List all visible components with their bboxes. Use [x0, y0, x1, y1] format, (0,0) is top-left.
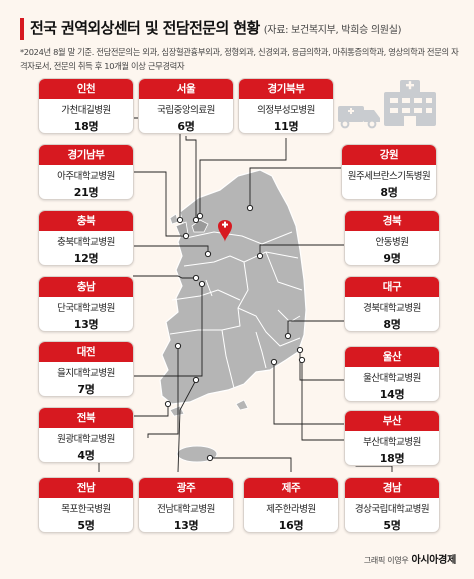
specialist-count: 18명 — [379, 452, 405, 465]
hospital-name: 원주세브란스기독병원 — [347, 171, 431, 182]
card-gyeongnam: 경남 경상국립대학교병원 5명 — [344, 477, 440, 533]
card-gangwon: 강원 원주세브란스기독병원 8명 — [341, 144, 437, 200]
hospital-name: 의정부성모병원 — [257, 105, 315, 116]
card-jeonnam: 전남 목포한국병원 5명 — [38, 477, 134, 533]
specialist-count: 5명 — [383, 519, 401, 532]
hospital-name: 목포한국병원 — [61, 504, 111, 515]
credit-text: 그래픽 이영우 — [363, 556, 409, 565]
brand-logo: 아시아경제 — [411, 555, 456, 566]
region-label: 울산 — [345, 347, 439, 367]
hospital-name: 경북대학교병원 — [363, 303, 421, 314]
region-label: 전남 — [39, 478, 133, 498]
specialist-count: 8명 — [383, 318, 401, 331]
hospital-name: 원광대학교병원 — [57, 434, 115, 445]
card-gyeonggi-south: 경기남부 아주대학교병원 21명 — [38, 144, 134, 200]
specialist-count: 9명 — [383, 252, 401, 265]
hospital-name: 경상국립대학교병원 — [354, 504, 430, 515]
region-label: 경남 — [345, 478, 439, 498]
footnote: *2024년 8월 말 기준. 전담전문의는 외과, 심장혈관흉부외과, 정형외… — [20, 47, 459, 71]
specialist-count: 21명 — [73, 186, 99, 199]
hospital-name: 을지대학교병원 — [57, 368, 115, 379]
source-text: (자료: 보건복지부, 박희승 의원실) — [263, 25, 402, 36]
hospital-name: 제주한라병원 — [266, 504, 316, 515]
specialist-count: 6명 — [177, 120, 195, 133]
region-label: 대구 — [345, 277, 439, 297]
specialist-count: 18명 — [73, 120, 99, 133]
hospital-building-icon — [384, 80, 436, 126]
hospital-marker-icon — [218, 220, 232, 242]
specialist-count: 16명 — [278, 519, 304, 532]
hospital-name: 전남대학교병원 — [157, 504, 215, 515]
hospital-name: 국립중앙의료원 — [157, 105, 215, 116]
region-label: 대전 — [39, 342, 133, 362]
region-label: 충북 — [39, 211, 133, 231]
title-accent-bar — [20, 18, 24, 40]
specialist-count: 5명 — [77, 519, 95, 532]
region-label: 인천 — [39, 79, 133, 99]
hospital-name: 가천대길병원 — [61, 105, 111, 116]
graphic-credit: 그래픽 이영우 아시아경제 — [364, 551, 456, 566]
card-daejeon: 대전 을지대학교병원 7명 — [38, 341, 134, 397]
hospital-name: 부산대학교병원 — [363, 437, 421, 448]
region-label: 부산 — [345, 411, 439, 431]
region-label: 충남 — [39, 277, 133, 297]
hospital-name: 안동병원 — [375, 237, 409, 248]
region-label: 제주 — [244, 478, 338, 498]
specialist-count: 13명 — [73, 318, 99, 331]
region-label: 강원 — [342, 145, 436, 165]
card-seoul: 서울 국립중앙의료원 6명 — [138, 78, 234, 134]
region-label: 서울 — [139, 79, 233, 99]
specialist-count: 12명 — [73, 252, 99, 265]
page-title: 전국 권역외상센터 및 전담전문의 현황 (자료: 보건복지부, 박희승 의원실) — [30, 17, 402, 38]
card-jeonbuk: 전북 원광대학교병원 4명 — [38, 407, 134, 463]
hospital-name: 충북대학교병원 — [57, 237, 115, 248]
hospital-name: 단국대학교병원 — [57, 303, 115, 314]
card-daegu: 대구 경북대학교병원 8명 — [344, 276, 440, 332]
title-text: 전국 권역외상센터 및 전담전문의 현황 — [30, 19, 260, 37]
specialist-count: 14명 — [379, 388, 405, 401]
specialist-count: 13명 — [173, 519, 199, 532]
card-chungnam: 충남 단국대학교병원 13명 — [38, 276, 134, 332]
card-jeju: 제주 제주한라병원 16명 — [243, 477, 339, 533]
mainland-shape — [159, 169, 307, 405]
hospital-name: 아주대학교병원 — [57, 171, 115, 182]
card-busan: 부산 부산대학교병원 18명 — [344, 410, 440, 466]
hospital-name: 울산대학교병원 — [363, 373, 421, 384]
region-label: 경기북부 — [239, 79, 333, 99]
card-gwangju: 광주 전남대학교병원 13명 — [138, 477, 234, 533]
card-incheon: 인천 가천대길병원 18명 — [38, 78, 134, 134]
region-label: 경북 — [345, 211, 439, 231]
region-label: 전북 — [39, 408, 133, 428]
specialist-count: 11명 — [273, 120, 299, 133]
specialist-count: 7명 — [77, 383, 95, 396]
ambulance-icon — [338, 106, 380, 129]
card-chungbuk: 충북 충북대학교병원 12명 — [38, 210, 134, 266]
specialist-count: 4명 — [77, 449, 95, 462]
card-ulsan: 울산 울산대학교병원 14명 — [344, 346, 440, 402]
region-label: 광주 — [139, 478, 233, 498]
card-gyeongbuk: 경북 안동병원 9명 — [344, 210, 440, 266]
region-label: 경기남부 — [39, 145, 133, 165]
specialist-count: 8명 — [380, 186, 398, 199]
card-gyeonggi-north: 경기북부 의정부성모병원 11명 — [238, 78, 334, 134]
